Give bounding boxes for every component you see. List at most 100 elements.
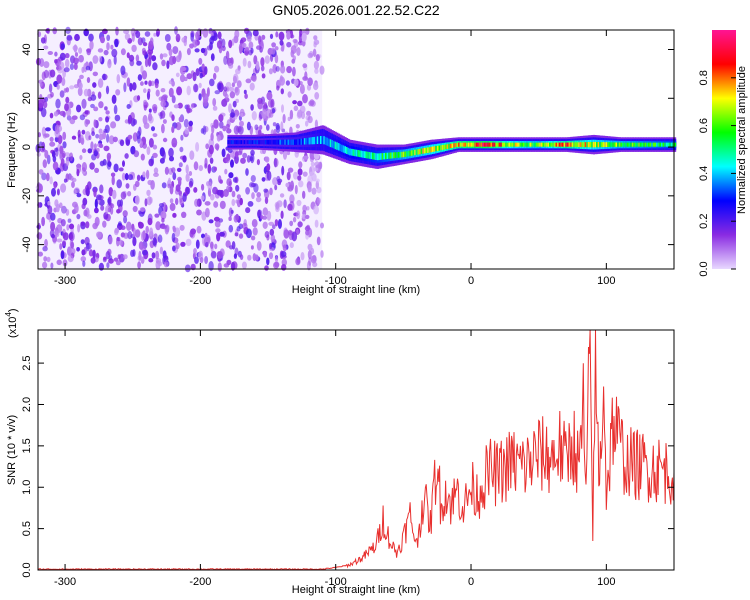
noise-speckle — [298, 180, 304, 188]
noise-speckle — [172, 245, 176, 252]
noise-speckle — [44, 133, 50, 138]
noise-speckle — [226, 128, 232, 134]
noise-speckle — [262, 207, 268, 216]
band-cell — [373, 152, 376, 160]
noise-speckle — [228, 207, 233, 217]
noise-speckle — [147, 217, 153, 226]
colorbar-tick-label: 0.0 — [698, 261, 710, 276]
noise-speckle — [85, 110, 91, 115]
noise-speckle — [315, 54, 320, 62]
band-cell — [417, 149, 420, 155]
noise-speckle — [208, 144, 214, 155]
noise-speckle — [293, 78, 299, 87]
noise-speckle — [195, 142, 200, 152]
noise-speckle — [93, 106, 99, 112]
noise-speckle — [115, 26, 119, 36]
noise-speckle — [175, 197, 179, 206]
noise-speckle — [189, 150, 195, 160]
noise-speckle — [168, 80, 174, 85]
noise-speckle — [176, 167, 182, 172]
noise-speckle — [49, 136, 54, 142]
noise-speckle — [97, 48, 104, 53]
band-cell — [607, 142, 610, 147]
noise-speckle — [312, 48, 317, 57]
band-cell — [307, 137, 310, 145]
noise-speckle — [167, 183, 172, 189]
band-cell — [287, 139, 290, 145]
noise-speckle — [106, 160, 112, 170]
noise-speckle — [154, 213, 160, 218]
band-cell — [584, 142, 587, 148]
band-cell — [435, 146, 438, 152]
band-cell — [661, 142, 664, 147]
noise-speckle — [44, 96, 49, 102]
noise-speckle — [131, 32, 135, 42]
band-cell — [560, 142, 563, 147]
spectrogram-x-label: Height of straight line (km) — [292, 284, 420, 296]
noise-speckle — [194, 48, 200, 53]
noise-speckle — [216, 134, 221, 142]
noise-speckle — [309, 99, 315, 106]
band-cell — [542, 142, 545, 147]
noise-speckle — [287, 167, 294, 173]
noise-speckle — [316, 236, 321, 246]
noise-speckle — [162, 250, 167, 259]
noise-speckle — [294, 150, 299, 158]
noise-speckle — [105, 110, 110, 115]
noise-speckle — [241, 261, 247, 269]
band-cell — [479, 142, 482, 147]
noise-speckle — [55, 230, 60, 238]
band-cell — [423, 147, 427, 154]
noise-speckle — [100, 205, 105, 211]
noise-speckle — [229, 112, 236, 118]
noise-speckle — [185, 173, 190, 182]
noise-speckle — [152, 133, 158, 138]
y-tick-label: 0.5 — [21, 521, 33, 536]
noise-speckle — [160, 88, 166, 93]
noise-speckle — [246, 35, 252, 42]
noise-speckle — [36, 232, 43, 240]
noise-speckle — [130, 249, 135, 257]
noise-speckle — [146, 196, 152, 206]
noise-speckle — [222, 125, 227, 132]
noise-speckle — [297, 100, 303, 107]
noise-speckle — [66, 34, 73, 41]
noise-speckle — [307, 250, 312, 260]
noise-speckle — [122, 160, 125, 168]
noise-speckle — [254, 124, 259, 131]
noise-speckle — [40, 107, 47, 118]
band-cell — [462, 142, 466, 147]
noise-speckle — [58, 61, 65, 70]
noise-speckle — [54, 59, 58, 64]
noise-speckle — [296, 210, 301, 220]
noise-speckle — [59, 243, 63, 250]
band-cell — [602, 142, 605, 148]
noise-speckle — [231, 198, 236, 207]
noise-speckle — [56, 188, 60, 196]
noise-speckle — [83, 88, 89, 97]
band-cell — [516, 142, 519, 147]
noise-speckle — [250, 235, 256, 241]
noise-speckle — [43, 256, 48, 262]
noise-speckle — [106, 262, 110, 269]
noise-speckle — [251, 219, 258, 228]
band-cell — [274, 139, 277, 145]
band-cell — [527, 142, 531, 147]
band-cell — [362, 150, 365, 158]
noise-speckle — [83, 28, 89, 37]
band-cell — [352, 149, 355, 156]
noise-speckle — [86, 77, 91, 83]
band-cell — [289, 139, 292, 145]
band-cell — [529, 142, 532, 147]
noise-speckle — [55, 98, 61, 109]
noise-speckle — [250, 175, 256, 183]
noise-speckle — [142, 171, 146, 178]
noise-speckle — [280, 88, 284, 95]
noise-speckle — [106, 34, 111, 41]
band-cell — [339, 143, 342, 152]
band-cell — [282, 139, 285, 145]
noise-speckle — [113, 104, 118, 115]
noise-speckle — [249, 156, 254, 162]
noise-speckle — [152, 106, 158, 114]
band-cell — [414, 149, 417, 156]
